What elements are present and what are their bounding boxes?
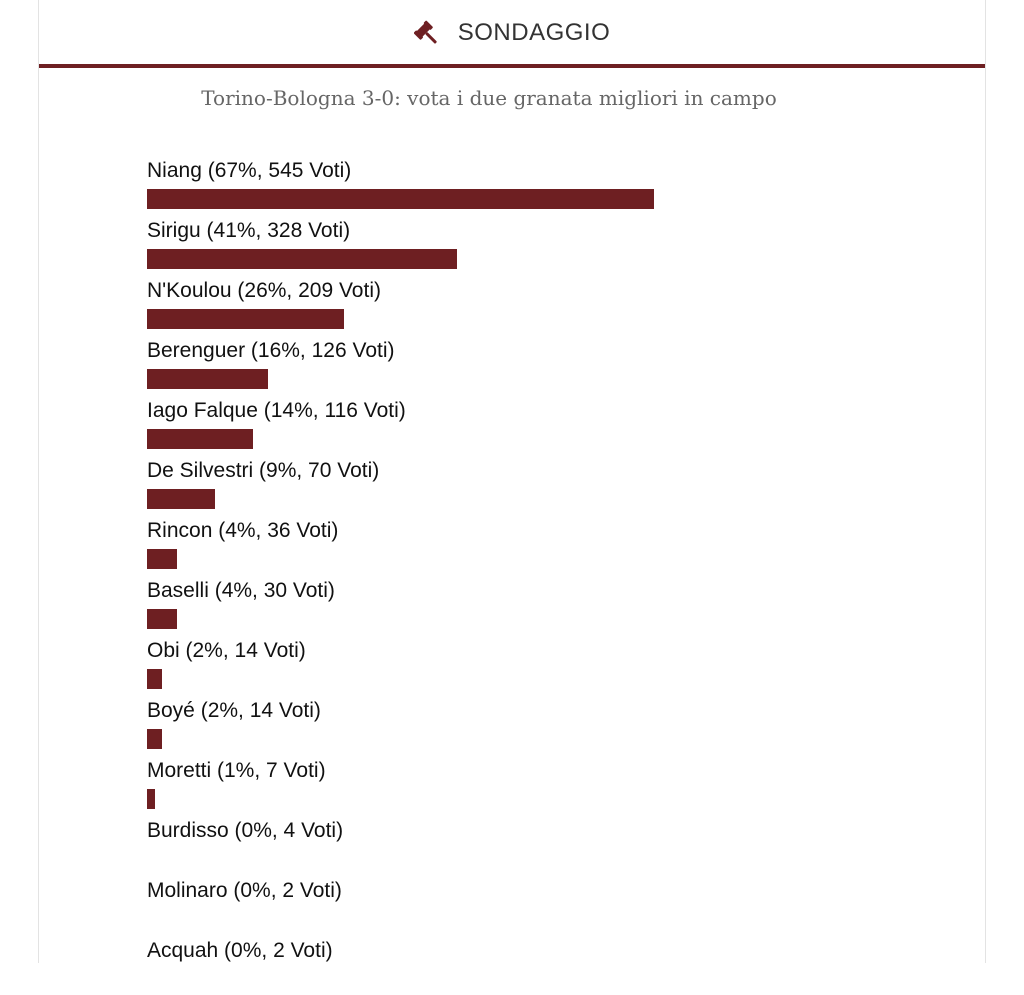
poll-option-label: Acquah (0%, 2 Voti) (147, 939, 333, 962)
poll-option: Acquah (0%, 2 Voti) (147, 935, 947, 995)
poll-option: Berenguer (16%, 126 Voti) (147, 335, 947, 395)
poll-option-label: Obi (2%, 14 Voti) (147, 639, 306, 662)
poll-card: SONDAGGIO Torino-Bologna 3-0: vota i due… (38, 0, 986, 963)
poll-option: De Silvestri (9%, 70 Voti) (147, 455, 947, 515)
poll-option: Iago Falque (14%, 116 Voti) (147, 395, 947, 455)
poll-option-label: Berenguer (16%, 126 Voti) (147, 339, 395, 362)
poll-option-bar (147, 249, 457, 269)
poll-option: Burdisso (0%, 4 Voti) (147, 815, 947, 875)
poll-results: Niang (67%, 545 Voti) Sirigu (41%, 328 Vo… (147, 155, 947, 995)
poll-option-label: Moretti (1%, 7 Voti) (147, 759, 326, 782)
poll-option-bar (147, 189, 654, 209)
poll-option-bar (147, 489, 215, 509)
poll-option: Molinaro (0%, 2 Voti) (147, 875, 947, 935)
poll-option-label: Rincon (4%, 36 Voti) (147, 519, 339, 542)
poll-option-bar (147, 669, 162, 689)
poll-option-bar (147, 549, 177, 569)
poll-option-label: Boyé (2%, 14 Voti) (147, 699, 321, 722)
poll-option-label: De Silvestri (9%, 70 Voti) (147, 459, 380, 482)
poll-option-label: Molinaro (0%, 2 Voti) (147, 879, 342, 902)
poll-question: Torino-Bologna 3-0: vota i due granata m… (201, 86, 777, 110)
poll-header: SONDAGGIO (39, 0, 985, 65)
poll-option-bar (147, 789, 155, 809)
poll-option-label: N'Koulou (26%, 209 Voti) (147, 279, 381, 302)
poll-option-label: Burdisso (0%, 4 Voti) (147, 819, 344, 842)
poll-option: Niang (67%, 545 Voti) (147, 155, 947, 215)
poll-option-bar (147, 609, 177, 629)
poll-option-label: Baselli (4%, 30 Voti) (147, 579, 335, 602)
poll-option-bar (147, 369, 268, 389)
poll-option: Boyé (2%, 14 Voti) (147, 695, 947, 755)
poll-option: Moretti (1%, 7 Voti) (147, 755, 947, 815)
gavel-icon (413, 18, 444, 48)
poll-option-bar (147, 309, 344, 329)
poll-option-bar (147, 429, 253, 449)
poll-option-label: Sirigu (41%, 328 Voti) (147, 219, 351, 242)
poll-option-bar (147, 729, 162, 749)
poll-option-label: Iago Falque (14%, 116 Voti) (147, 399, 406, 422)
header-divider (39, 64, 985, 68)
poll-option: Rincon (4%, 36 Voti) (147, 515, 947, 575)
poll-option: Baselli (4%, 30 Voti) (147, 575, 947, 635)
poll-option-label: Niang (67%, 545 Voti) (147, 159, 352, 182)
poll-option: Sirigu (41%, 328 Voti) (147, 215, 947, 275)
poll-option: N'Koulou (26%, 209 Voti) (147, 275, 947, 335)
poll-title: SONDAGGIO (457, 18, 611, 46)
poll-option: Obi (2%, 14 Voti) (147, 635, 947, 695)
